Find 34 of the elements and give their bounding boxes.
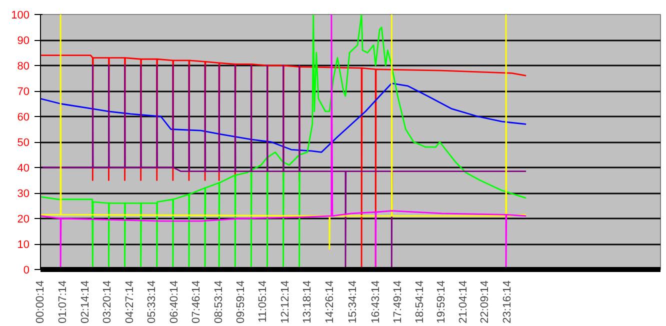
x-tick-label: 15:34:14 [346, 280, 359, 324]
x-tick-label: 22:09:14 [479, 280, 492, 324]
x-tick-label: 02:14:14 [79, 280, 92, 324]
y-tick-label: 80 [17, 60, 30, 72]
x-tick-label: 18:54:14 [414, 280, 426, 324]
x-tick-label: 01:07:14 [56, 280, 69, 324]
x-tick-label: 23:16:14 [501, 280, 514, 324]
x-tick-label: 00:00:14 [34, 280, 47, 324]
y-tick-label: 40 [17, 162, 30, 174]
y-tick-label: 50 [17, 137, 30, 149]
x-tick-label: 05:33:14 [146, 280, 158, 324]
y-tick-label: 20 [17, 214, 30, 226]
y-tick-label: 10 [17, 239, 30, 251]
y-tick-label: 100 [11, 10, 30, 22]
y-tick-label: 60 [17, 112, 30, 124]
x-tick-label: 07:46:14 [190, 280, 202, 324]
x-tick-label: 14:26:14 [324, 280, 336, 324]
x-tick-label: 16:43:14 [370, 280, 382, 324]
x-tick-label: 21:04:14 [457, 280, 470, 324]
x-tick-label: 19:59:14 [436, 280, 448, 324]
x-tick-label: 09:59:14 [234, 280, 247, 324]
x-tick-label: 11:05:14 [256, 280, 269, 322]
y-tick-label: 30 [17, 188, 30, 200]
x-tick-label: 06:40:14 [168, 280, 180, 324]
line-series [40, 82, 527, 153]
x-tick-label: 13:18:14 [301, 280, 314, 324]
x-tick-label: 04:27:14 [124, 280, 136, 324]
x-tick-label: 03:20:14 [101, 280, 114, 324]
x-tick-label: 17:49:14 [392, 280, 404, 324]
x-tick-label: 08:53:14 [212, 280, 225, 324]
y-tick-label: 90 [17, 35, 30, 47]
y-tick-label: 70 [17, 86, 30, 98]
x-tick-label: 12:12:14 [279, 280, 292, 324]
y-tick-label: 0 [23, 264, 30, 276]
